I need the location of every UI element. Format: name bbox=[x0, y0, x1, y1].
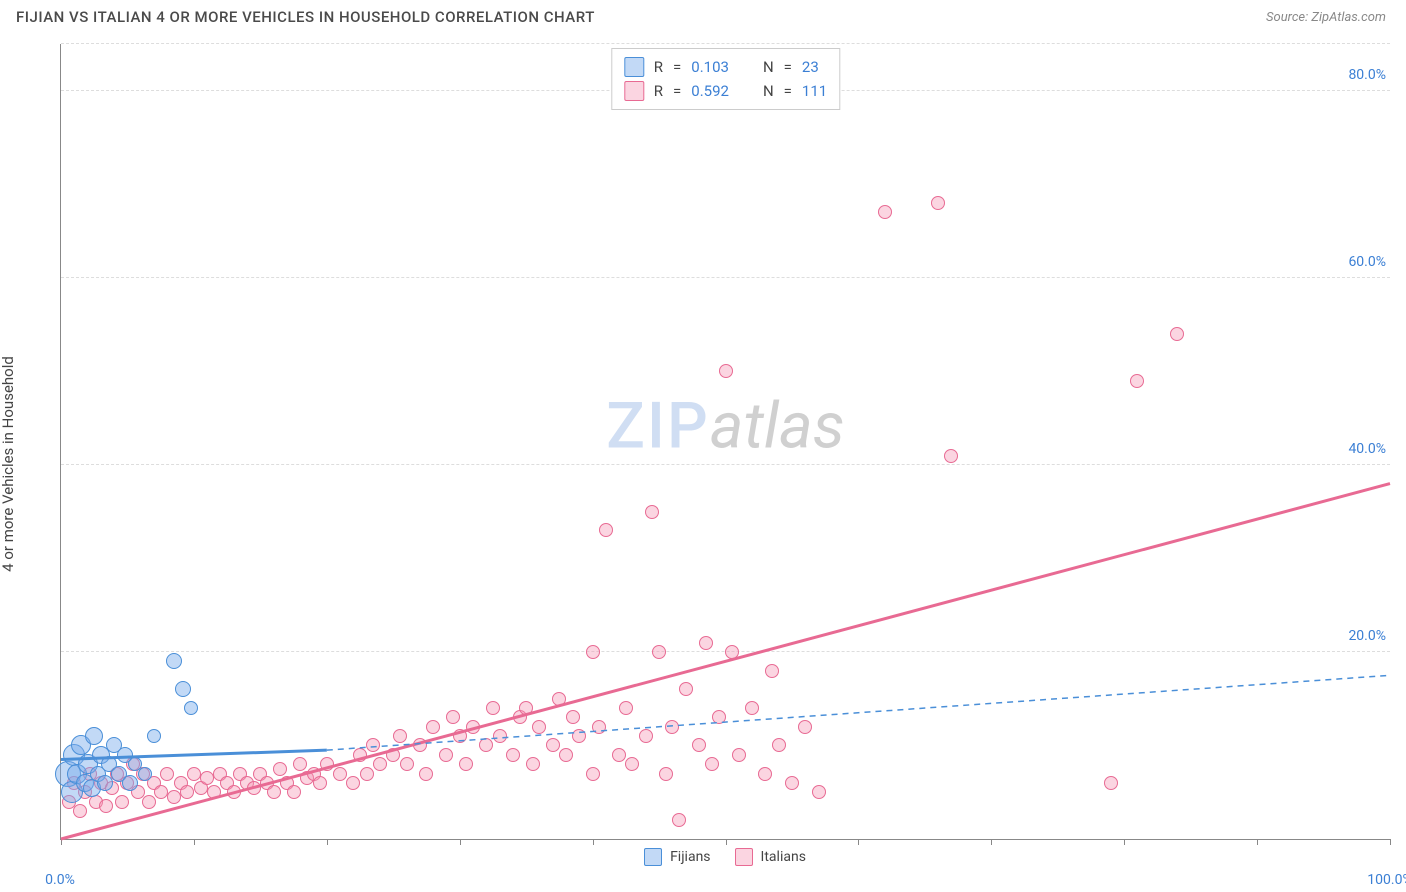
regression-lines bbox=[61, 44, 1390, 839]
regression-line bbox=[61, 484, 1390, 839]
stats-legend-row-fijian: R = 0.103 N = 23 bbox=[624, 55, 827, 79]
xtick bbox=[1390, 839, 1391, 845]
legend-label: Italians bbox=[761, 849, 806, 865]
plot-area: ZIPatlas R=0.103N=23R=0.592N=111 20.0%40… bbox=[60, 44, 1390, 840]
legend-label: Fijians bbox=[670, 849, 710, 865]
n-value: 111 bbox=[802, 82, 827, 100]
legend-item-fijian: Fijians bbox=[644, 848, 710, 866]
r-label: R bbox=[654, 58, 663, 76]
regression-line bbox=[327, 675, 1390, 750]
y-axis-label: 4 or more Vehicles in Household bbox=[0, 356, 17, 572]
legend-swatch-icon bbox=[644, 848, 662, 866]
stats-legend-row-italian: R = 0.592 N = 111 bbox=[624, 79, 827, 103]
r-value: 0.103 bbox=[691, 58, 729, 76]
chart-title: FIJIAN VS ITALIAN 4 OR MORE VEHICLES IN … bbox=[16, 8, 595, 26]
series-legend: Fijians Italians bbox=[60, 848, 1390, 866]
n-label: N bbox=[763, 58, 774, 76]
chart-source: Source: ZipAtlas.com bbox=[1266, 10, 1386, 25]
regression-line bbox=[61, 750, 327, 759]
equals-sign: = bbox=[673, 58, 681, 76]
legend-item-italian: Italians bbox=[735, 848, 806, 866]
n-label: N bbox=[763, 82, 774, 100]
stats-legend: R = 0.103 N = 23 R = 0.592 N = 111 bbox=[611, 48, 840, 110]
r-label: R bbox=[654, 82, 663, 100]
equals-sign: = bbox=[784, 58, 792, 76]
legend-swatch-icon bbox=[735, 848, 753, 866]
r-value: 0.592 bbox=[691, 82, 729, 100]
chart-container: 4 or more Vehicles in Household ZIPatlas… bbox=[16, 44, 1390, 884]
n-value: 23 bbox=[802, 58, 819, 76]
equals-sign: = bbox=[784, 82, 792, 100]
equals-sign: = bbox=[673, 82, 681, 100]
legend-swatch-icon bbox=[624, 57, 644, 77]
legend-swatch-icon bbox=[624, 81, 644, 101]
xtick-label: 0.0% bbox=[45, 872, 75, 888]
xtick-label: 100.0% bbox=[1367, 872, 1406, 888]
